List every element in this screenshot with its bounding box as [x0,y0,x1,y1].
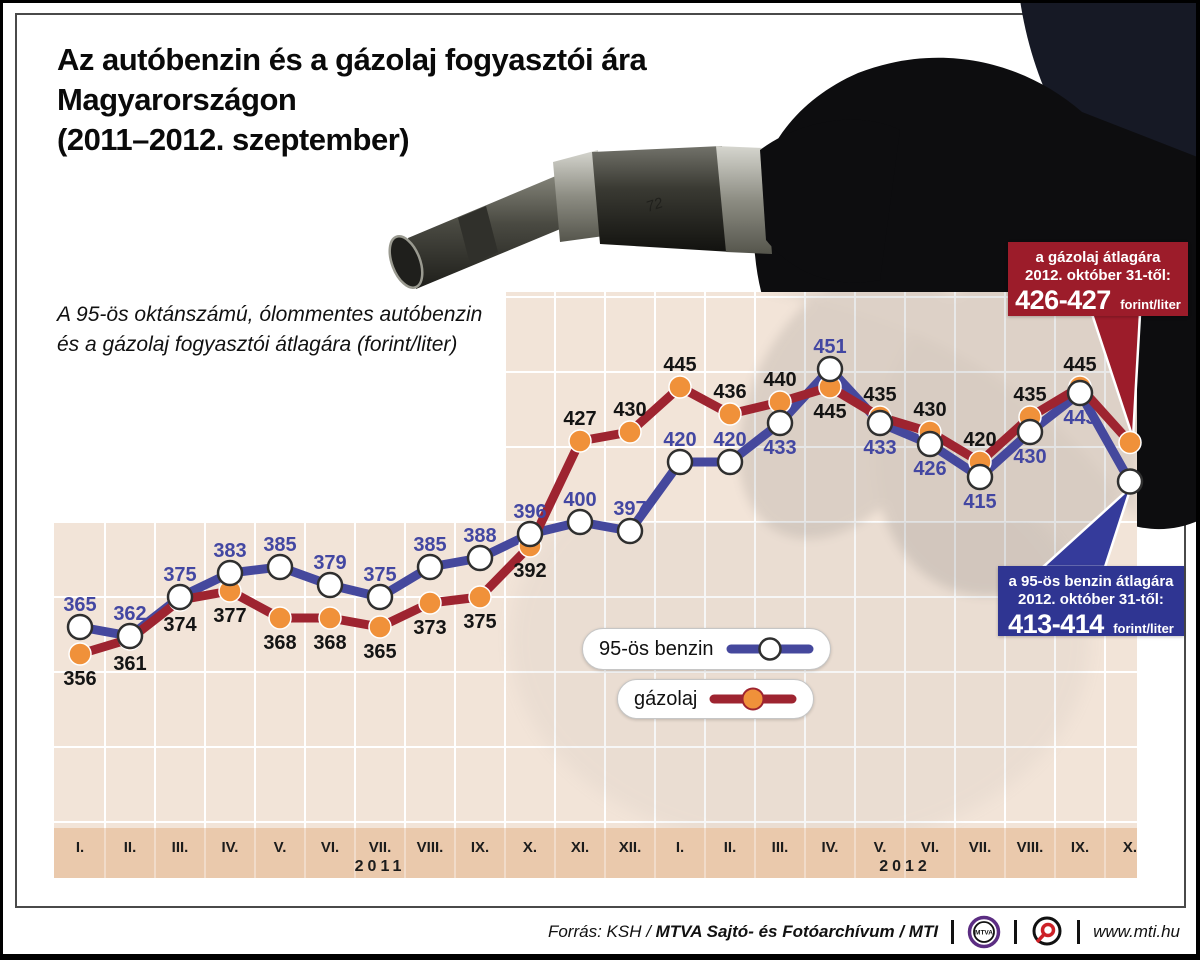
subtitle-line-2: és a gázolaj fogyasztói átlagára (forint… [57,333,458,356]
footer-divider [1014,920,1018,944]
source-suffix: / MTI [894,922,939,941]
petrol-callout-unit: forint/liter [1113,621,1174,636]
legend-sample-benzin-line [726,637,814,661]
petrol-callout-line2: 2012. október 31-től: [1018,591,1164,608]
diesel-callout-line1: a gázolaj átlagára [1035,249,1161,266]
footer-divider [1077,920,1081,944]
page-edge-right [1196,0,1200,960]
diesel-callout-value: 426-427 [1015,285,1111,315]
title-line-1: Az autóbenzin és a gázolaj fogyasztói ár… [57,42,647,77]
petrol-callout-line1: a 95-ös benzin átlagára [1008,573,1174,590]
legend-item-gazolaj: gázolaj [617,679,815,719]
diesel-price-callout: a gázolaj átlagára 2012. október 31-től:… [1008,242,1188,316]
source-prefix: Forrás: KSH / [547,922,656,941]
diesel-callout-line2: 2012. október 31-től: [1025,267,1171,284]
page-edge-top [0,0,1200,3]
legend-label-benzin: 95-ös benzin [599,637,714,660]
page-title: Az autóbenzin és a gázolaj fogyasztói ár… [57,40,647,160]
petrol-price-callout: a 95-ös benzin átlagára 2012. október 31… [998,566,1184,639]
page-edge-bottom [0,954,1200,960]
source-archive: MTVA Sajtó- és Fotóarchívum [655,922,895,941]
title-line-2: Magyarországon [57,82,297,117]
diesel-callout-unit: forint/liter [1120,297,1181,312]
title-line-3: (2011–2012. szeptember) [57,122,410,157]
subtitle-line-1: A 95-ös oktánszámú, ólommentes autóbenzi… [57,303,483,326]
source-credit: Forrás: KSH / MTVA Sajtó- és Fotóarchívu… [548,922,938,942]
mtva-logo-text: MTVA [975,930,993,937]
chart-subtitle: A 95-ös oktánszámú, ólommentes autóbenzi… [57,300,482,360]
legend-label-gazolaj: gázolaj [634,687,698,710]
footer: Forrás: KSH / MTVA Sajtó- és Fotóarchívu… [15,911,1186,953]
legend-sample-gazolaj-line [709,687,797,711]
petrol-callout-value: 413-414 [1008,609,1104,639]
mti-logo [1032,916,1062,946]
legend-item-benzin: 95-ös benzin [582,628,831,670]
mtva-logo: MTVA [967,915,1001,949]
footer-divider [951,920,955,944]
website-url: www.mti.hu [1093,922,1180,941]
page-edge-left [0,0,3,960]
